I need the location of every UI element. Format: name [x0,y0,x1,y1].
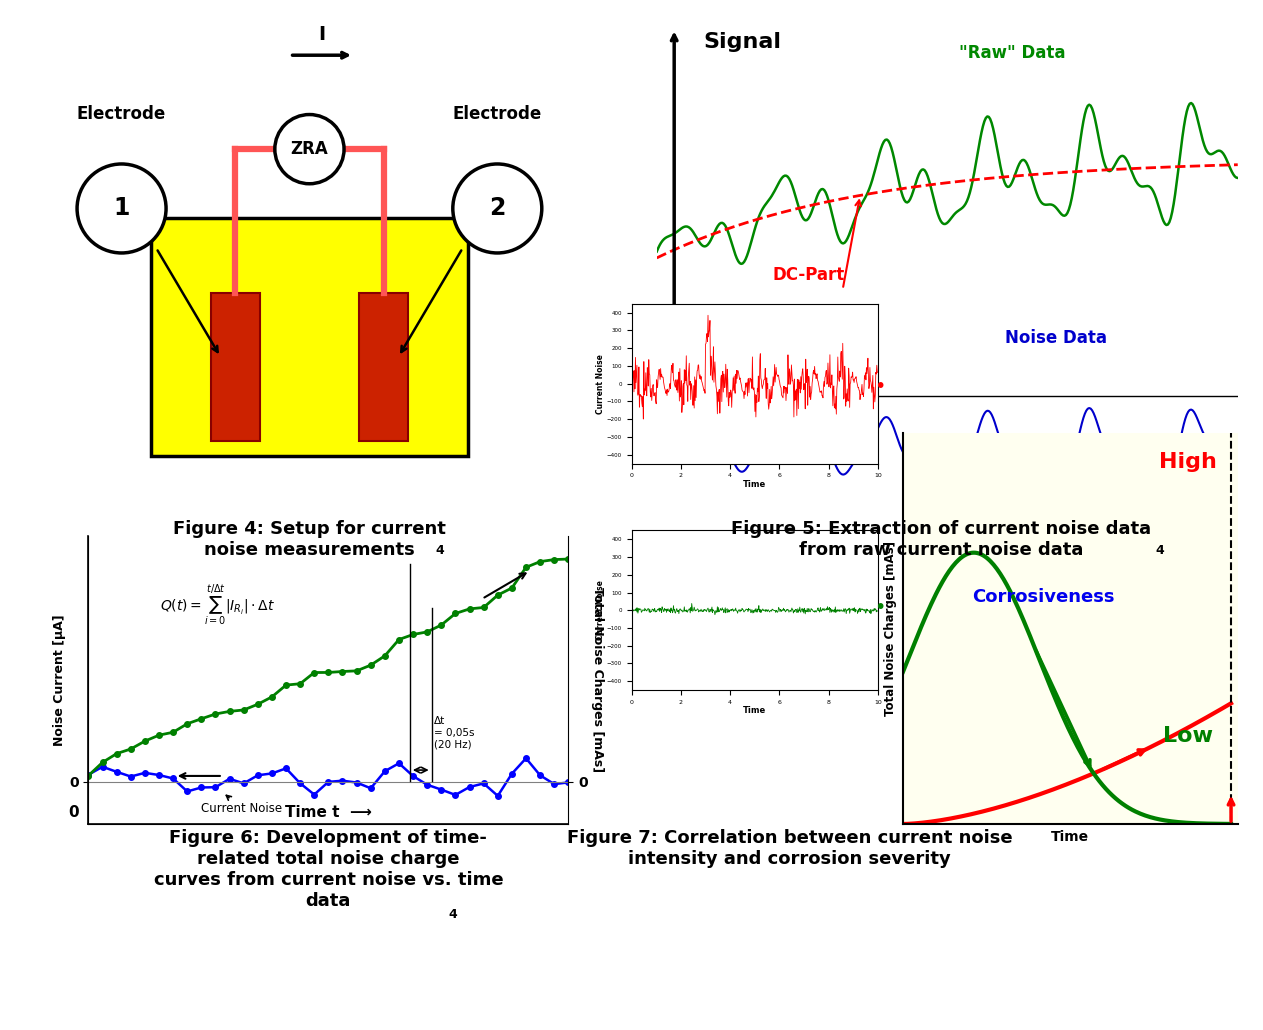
Circle shape [275,114,344,183]
X-axis label: Time: Time [1051,829,1090,844]
Text: Current Noise: Current Noise [201,795,283,816]
X-axis label: Time: Time [743,707,767,715]
Text: Δt
= 0,05s
(20 Hz): Δt = 0,05s (20 Hz) [434,716,475,750]
Y-axis label: Total Noise Charges [mAs]: Total Noise Charges [mAs] [884,541,898,716]
Text: I: I [318,26,326,44]
Text: Figure 4: Setup for current
noise measurements: Figure 4: Setup for current noise measur… [173,520,446,559]
Circle shape [453,164,542,253]
Text: Figure 7: Correlation between current noise
intensity and corrosion severity: Figure 7: Correlation between current no… [567,829,1012,868]
Bar [152,218,467,455]
Bar [359,293,408,441]
Text: 4: 4 [448,908,457,922]
Text: High: High [1158,452,1216,472]
Text: DC-Part: DC-Part [773,266,845,284]
Text: Time t  ⟶: Time t ⟶ [285,805,371,821]
Y-axis label: Current Noise: Current Noise [596,580,605,641]
Text: •: • [874,377,887,396]
Text: 0: 0 [68,805,80,821]
Text: Figure 5: Extraction of current noise data
from raw current noise data: Figure 5: Extraction of current noise da… [731,520,1151,559]
Text: Signal: Signal [703,33,782,53]
Y-axis label: Total Noise Charges [mAs]: Total Noise Charges [mAs] [591,587,605,772]
Text: 1: 1 [114,197,130,220]
Circle shape [77,164,165,253]
Text: 4: 4 [436,544,445,557]
Text: Noise Data: Noise Data [1005,330,1108,347]
Text: •: • [874,598,887,617]
Text: 4: 4 [1156,544,1164,557]
Text: Electrode: Electrode [77,105,167,124]
Text: time: time [1182,487,1235,508]
Text: Figure 6: Development of time-
related total noise charge
curves from current no: Figure 6: Development of time- related t… [154,829,503,909]
Text: Corrosiveness: Corrosiveness [973,588,1115,606]
Bar [211,293,260,441]
Y-axis label: Noise Current [μA]: Noise Current [μA] [53,614,66,746]
Text: Low: Low [1162,726,1212,746]
Y-axis label: Current Noise: Current Noise [596,353,605,414]
Text: "Raw" Data: "Raw" Data [959,44,1066,63]
X-axis label: Time: Time [743,480,767,488]
Text: ZRA: ZRA [290,140,328,159]
Text: Electrode: Electrode [452,105,542,124]
Text: 2: 2 [489,197,505,220]
Text: $Q(t) = \sum_{i=0}^{t/\Delta t}|I_{R_i}| \cdot \Delta t$: $Q(t) = \sum_{i=0}^{t/\Delta t}|I_{R_i}|… [160,583,275,628]
